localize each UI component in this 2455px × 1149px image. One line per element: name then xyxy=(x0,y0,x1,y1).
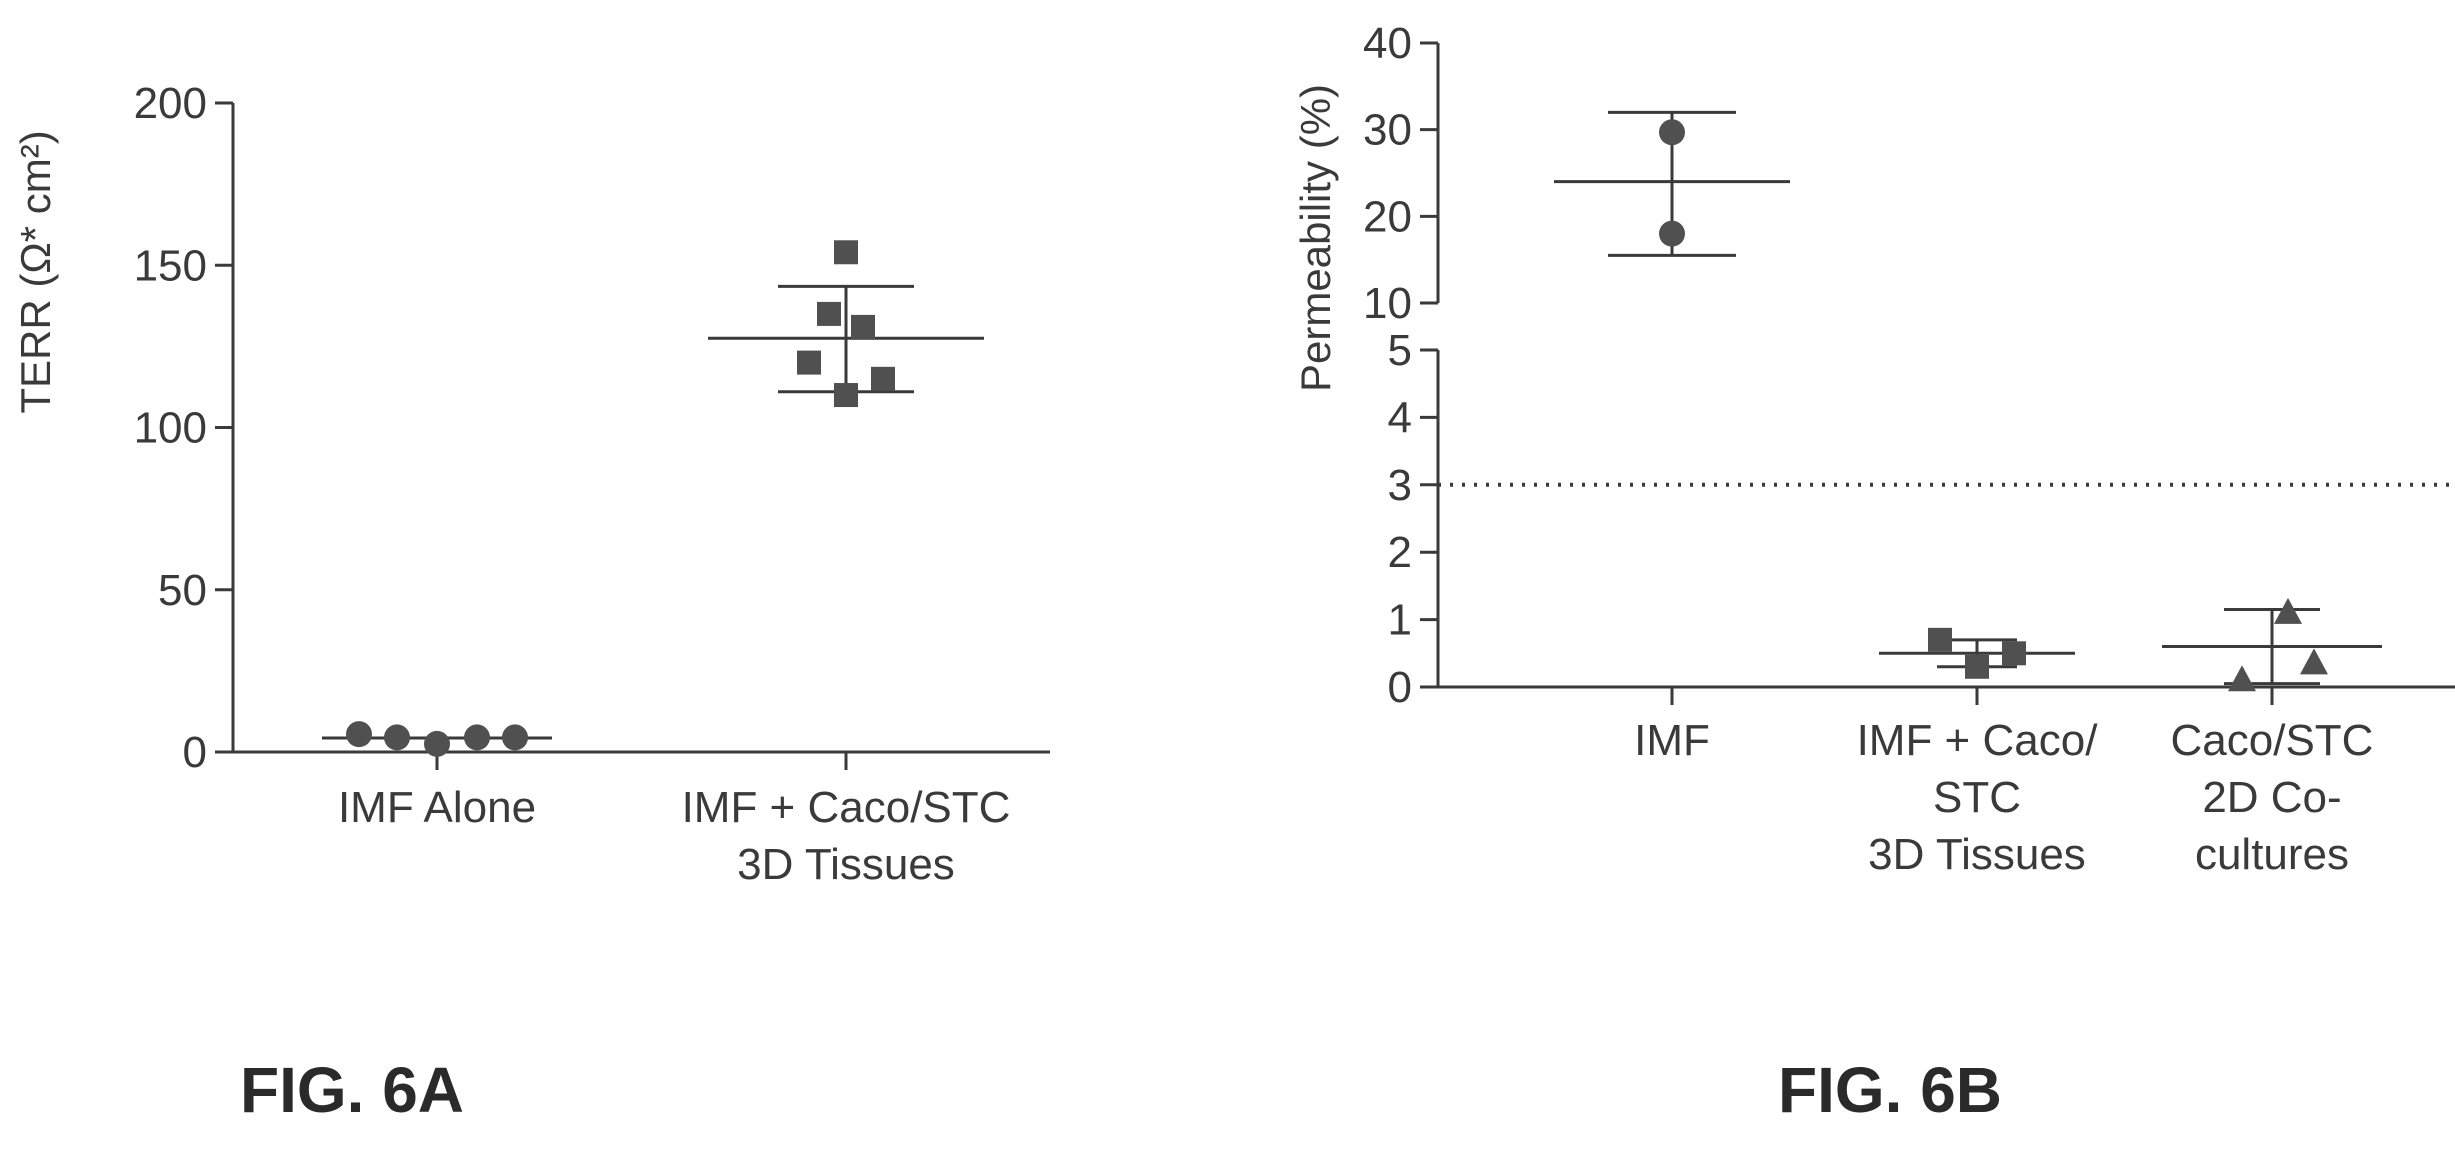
chart-6a-category-label: IMF + Caco/STC xyxy=(682,783,1011,832)
chart-6b-y-tick-label: 4 xyxy=(1388,393,1412,442)
chart-6b-y-tick-label: 2 xyxy=(1388,528,1412,577)
chart-6a-point xyxy=(871,366,895,391)
chart-6b-y-tick-label: 40 xyxy=(1363,19,1412,68)
chart-6b-category-label: IMF xyxy=(1634,716,1710,765)
chart-6a-y-tick-label: 50 xyxy=(158,566,207,615)
chart-6a-category-label: IMF Alone xyxy=(338,783,536,832)
chart-6b-point xyxy=(2300,648,2328,675)
chart-6b-y-tick-label: 0 xyxy=(1388,663,1412,712)
chart-6b-y-tick-label: 10 xyxy=(1363,279,1412,328)
chart-6b-y-tick-label: 3 xyxy=(1388,461,1412,510)
chart-6a-category-label: 3D Tissues xyxy=(737,840,955,889)
chart-6b-category-label: cultures xyxy=(2195,830,2349,879)
chart-6a-point xyxy=(834,383,858,408)
chart-6b-point xyxy=(1928,627,1952,652)
chart-6b-y-tick-label: 5 xyxy=(1388,326,1412,375)
chart-6a-point xyxy=(384,724,410,751)
figure-caption-6b: FIG. 6B xyxy=(1778,1054,2002,1126)
chart-6b-svg: Permeability (%) FIG. 6B 10 20 30 40 0 1 2 3 4 5 I… xyxy=(1292,19,2455,1126)
chart-6b-y-tick-label: 20 xyxy=(1363,192,1412,241)
chart-6a-point xyxy=(851,314,875,339)
chart-6a-point xyxy=(502,724,528,751)
chart-6a-y-tick-label: 200 xyxy=(134,79,207,128)
chart-6a-y-tick-label: 100 xyxy=(134,404,207,453)
chart-6b-point xyxy=(2274,597,2302,624)
chart-6b-category-label: IMF + Caco/ xyxy=(1857,716,2099,765)
chart-6b-point xyxy=(2228,665,2256,692)
chart-6b-y-tick-label: 1 xyxy=(1388,596,1412,645)
chart-6a-y-tick-label: 150 xyxy=(134,241,207,290)
chart-6b-category-label: STC xyxy=(1933,773,2021,822)
chart-fig-6a: TERR (Ω* cm²) FIG. 6A 0 50 100 150 200 IMF Al… xyxy=(0,0,1220,1144)
chart-6b-y-tick-label: 30 xyxy=(1363,106,1412,155)
chart-6a-point xyxy=(797,350,821,375)
chart-6a-y-axis-label: TERR (Ω* cm²) xyxy=(12,130,59,413)
chart-6b-category-label: Caco/STC xyxy=(2171,716,2374,765)
chart-6b-y-axis-label: Permeability (%) xyxy=(1292,84,1339,392)
chart-6b-point xyxy=(1965,654,1989,679)
chart-6b-point xyxy=(2002,641,2026,666)
chart-6b-category-label: 2D Co- xyxy=(2202,773,2341,822)
figure-caption-6a: FIG. 6A xyxy=(240,1054,464,1126)
chart-6b-point xyxy=(1659,220,1685,247)
chart-6b-point xyxy=(1659,119,1685,146)
chart-6a-point xyxy=(346,721,372,748)
chart-fig-6b: Permeability (%) FIG. 6B 10 20 30 40 0 1 2 3 4 5 I… xyxy=(1220,0,2455,1144)
chart-6a-point xyxy=(817,301,841,326)
chart-6a-point xyxy=(464,724,490,751)
chart-6a-point xyxy=(834,240,858,265)
chart-6a-svg: TERR (Ω* cm²) FIG. 6A 0 50 100 150 200 IMF Al… xyxy=(12,79,1050,1126)
chart-6a-point xyxy=(424,730,450,757)
chart-6a-y-tick-label: 0 xyxy=(183,728,207,777)
chart-6b-category-label: 3D Tissues xyxy=(1868,830,2086,879)
